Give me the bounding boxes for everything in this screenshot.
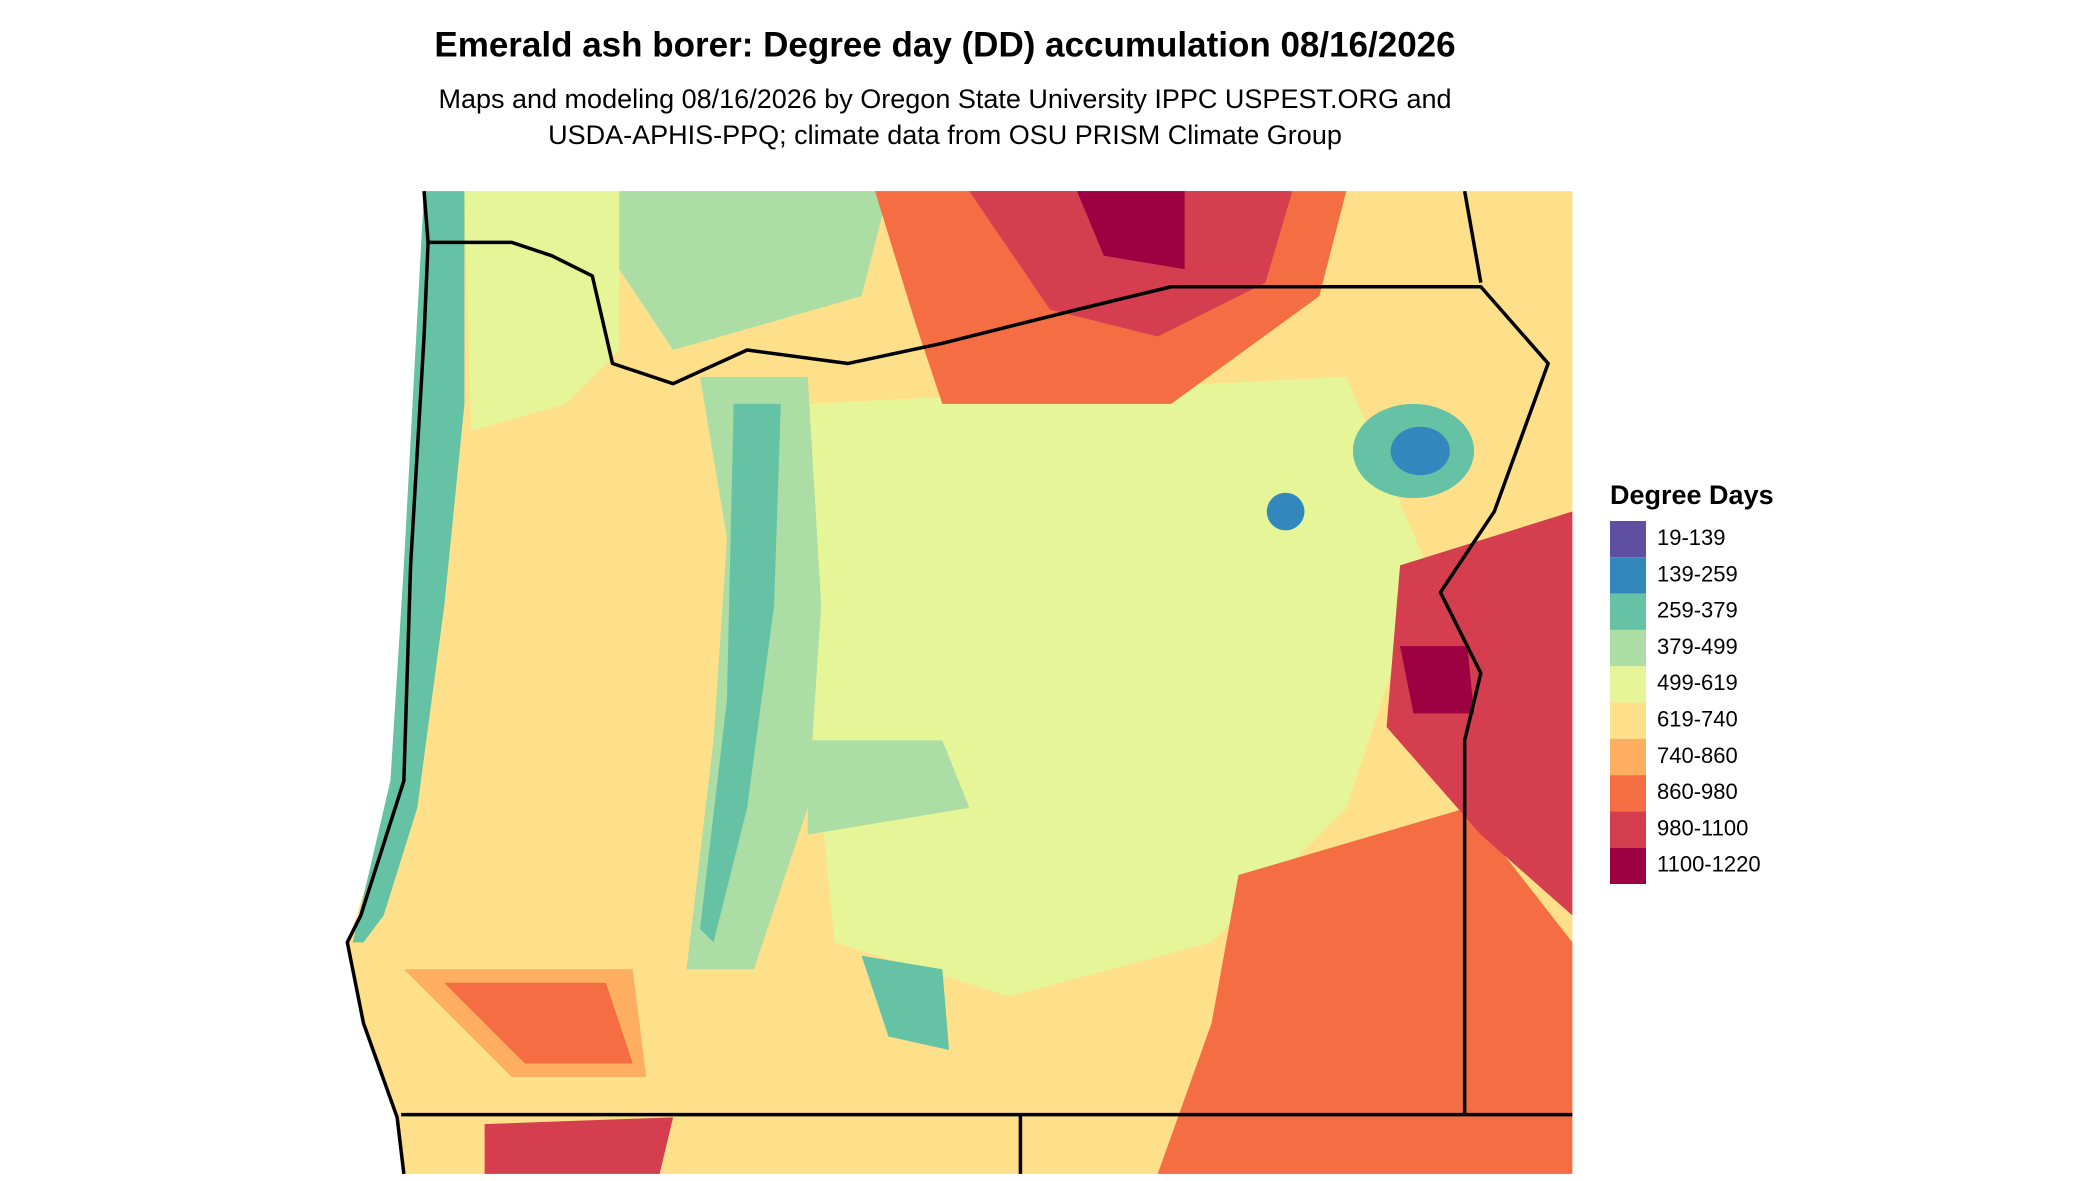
legend-label: 1100-1220 xyxy=(1657,852,1761,877)
legend-swatch xyxy=(1610,811,1646,848)
region xyxy=(352,191,465,943)
legend-swatch xyxy=(1610,629,1646,667)
legend-label: 619-740 xyxy=(1657,706,1738,731)
legend-title: Degree Days xyxy=(1610,480,1774,510)
region xyxy=(484,1117,674,1174)
region xyxy=(619,191,889,351)
region xyxy=(700,403,781,943)
legend: 19-139 139-259 259-379 379-499 499-619 619-74… xyxy=(1610,521,1761,884)
map xyxy=(345,190,1573,1175)
legend-label: 499-619 xyxy=(1657,670,1738,695)
legend-label: 740-860 xyxy=(1657,743,1738,768)
region xyxy=(969,191,1293,337)
legend-label: 259-379 xyxy=(1657,598,1738,623)
legend-label: 379-499 xyxy=(1657,634,1738,659)
legend-label: 19-139 xyxy=(1657,525,1726,550)
state-border xyxy=(1462,190,1483,284)
map-subtitle: USDA-APHIS-PPQ; climate data from OSU PR… xyxy=(548,120,1342,150)
region xyxy=(807,740,970,835)
legend-swatch xyxy=(1610,593,1646,630)
region xyxy=(1400,646,1475,714)
legend-swatch xyxy=(1610,666,1646,703)
legend-swatch xyxy=(1610,521,1646,558)
region xyxy=(1076,191,1185,270)
legend-label: 860-980 xyxy=(1657,779,1738,804)
coastline xyxy=(345,242,430,1175)
legend-label: 980-1100 xyxy=(1657,815,1748,840)
legend-label: 139-259 xyxy=(1657,561,1738,586)
region xyxy=(861,955,950,1051)
state-border xyxy=(422,191,1550,1115)
region xyxy=(1386,511,1573,916)
map-subtitle: Maps and modeling 08/16/2026 by Oregon S… xyxy=(438,84,1451,114)
map-title: Emerald ash borer: Degree day (DD) accum… xyxy=(434,25,1455,64)
legend-swatch xyxy=(1610,738,1646,776)
legend-swatch xyxy=(1610,557,1646,594)
legend-swatch xyxy=(1610,847,1646,884)
region xyxy=(1390,426,1450,476)
region xyxy=(1266,492,1305,531)
legend-swatch xyxy=(1610,702,1646,739)
region xyxy=(807,376,1427,997)
region xyxy=(1157,807,1573,1174)
region xyxy=(464,191,620,431)
legend-swatch xyxy=(1610,775,1646,812)
region xyxy=(444,982,633,1064)
